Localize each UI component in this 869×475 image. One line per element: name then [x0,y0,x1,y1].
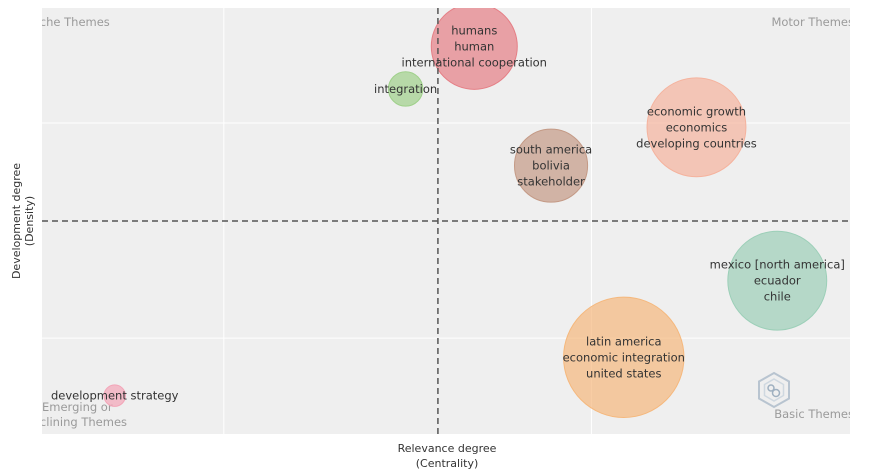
bubble-label: developing countries [636,136,757,150]
bubble-label: human [454,39,494,53]
bubble-label: ecuador [754,274,801,288]
bubble-label: south america [510,143,592,157]
x-axis-title-line-2: (Centrality) [416,457,479,470]
quadrant-label-top-left: Niche Themes [28,15,110,29]
bubble-label: economic integration [563,350,685,364]
bubble-label: integration [374,82,437,96]
x-axis-title-line-1: Relevance degree [398,442,497,455]
bubble-label: mexico [north america] [710,258,845,272]
bubble-label: latin america [586,334,662,348]
bubble-point [727,230,828,331]
quadrant-label-bottom-right: Basic Themes [774,407,854,421]
bubble-label: bolivia [532,159,570,173]
bubble-label: humans [451,23,497,37]
bubble-label: chile [764,290,791,304]
y-axis-title-line-2: (Density) [23,196,36,246]
bubble-point [430,8,518,90]
quadrant-label-top-right: Motor Themes [771,15,854,29]
bubble-point [387,71,424,107]
bubble-point [646,77,747,178]
bubble-labels: humans human international cooperation inte… [51,23,845,402]
quadrant-label-bottom-left-2: Declining Themes [24,415,127,429]
bubble-point [513,128,589,203]
bubble-label: united states [586,366,661,380]
bubble-label: stakeholder [517,175,585,189]
bubble-label: economics [666,120,727,134]
bubble-series [103,8,828,419]
y-axis-title-line-1: Development degree [10,163,23,279]
watermark-logo [758,371,790,409]
bubble-label: development strategy [51,389,179,403]
bubble-point [563,296,685,419]
quadrant-labels: Niche Themes Motor Themes Emerging or De… [24,15,854,429]
bubble-label: economic growth [647,104,746,118]
bubble-label: international cooperation [402,55,547,69]
bubble-point [103,384,126,407]
quadrant-label-bottom-left-1: Emerging or [42,400,113,414]
